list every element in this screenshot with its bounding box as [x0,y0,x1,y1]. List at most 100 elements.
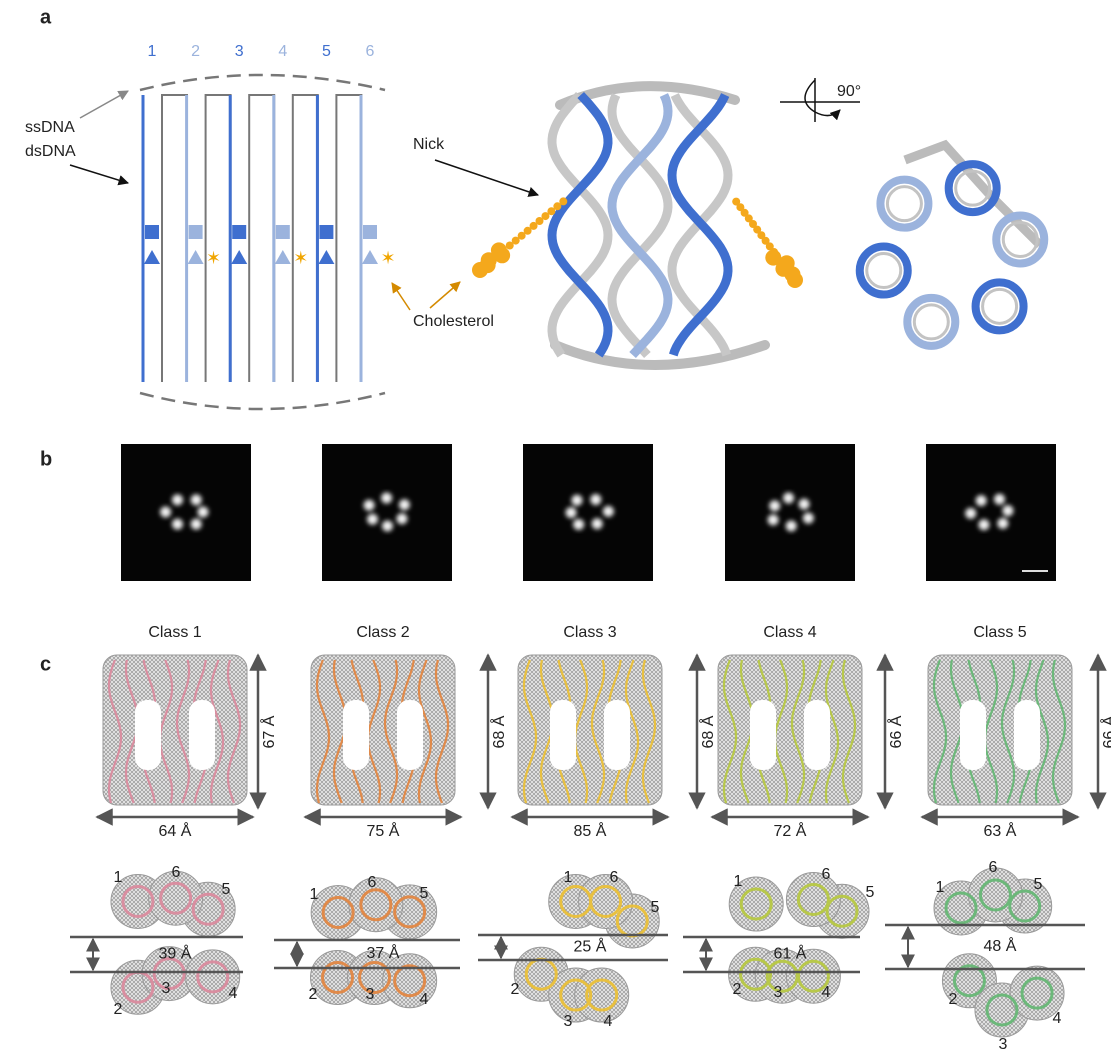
helix-density [148,870,204,926]
helix-ribbon [121,884,155,918]
particle [160,494,209,530]
helix-label: 3 [162,980,171,997]
helix-ribbon [321,961,354,994]
width-label: 63 Å [984,821,1017,840]
density-spot [573,518,585,530]
gap-label: 39 Å [159,944,192,963]
helix-label: 1 [114,869,123,886]
class-name: Class 4 [763,624,816,641]
cholesterol [523,226,532,235]
helix-density [348,877,404,933]
helix-label: 2 [114,1001,123,1018]
helix-label: 6 [368,874,377,891]
tube [667,93,733,357]
helix-ribbon [559,978,593,1012]
density-spot [396,513,408,525]
helix-ring [971,278,1028,335]
class-name: Class 1 [148,624,201,641]
helix-ring [944,160,1001,217]
helix-label: 5 [1034,876,1043,893]
star: ✶ [206,248,221,268]
rotation-arrow [804,79,841,121]
density-spot [1002,505,1014,517]
density-spot [602,505,614,517]
cholesterol [761,236,770,245]
helix-ribbon [796,959,830,993]
density-map [310,654,456,806]
density-map [517,654,663,806]
helix-label: 5 [651,899,660,916]
channel [804,700,830,770]
helix-density [185,949,241,1005]
width-label: 85 Å [574,821,607,840]
class-average [523,444,653,581]
gap-label: 61 Å [774,944,807,963]
cholesterol [559,197,568,206]
cholesterol [517,231,526,240]
density-spot [978,519,990,531]
channel [397,700,423,770]
density-map [102,654,248,806]
channel [550,700,576,770]
helix-ribbon [393,964,427,998]
density-spot [190,494,202,506]
ribbon [722,659,738,804]
arrow [429,281,461,309]
density-spot [197,506,209,518]
helix-label: 2 [309,986,318,1003]
cholesterol [529,221,538,230]
cholesterol [749,220,757,228]
ribbon [641,659,657,804]
helix-label: 5 [222,881,231,898]
helix-ring [981,287,1019,325]
star: ✶ [293,248,308,268]
channel [750,700,776,770]
tube [547,91,613,358]
arrow [391,282,411,311]
ribbon [932,659,948,804]
helix-label: 4 [822,984,831,1001]
label: Nick [413,136,445,153]
helix-label: 2 [733,981,742,998]
ribbon [1034,659,1050,804]
density-spot [571,494,583,506]
density-spot [785,520,797,532]
helix-ribbon [358,961,392,994]
cholesterol [778,255,795,272]
channel [604,700,630,770]
helix-ribbon [196,960,230,994]
channel [343,700,369,770]
channel [960,700,986,770]
helix-label: 5 [322,43,331,60]
helix-ring [903,293,960,350]
nick-marker [319,225,334,239]
triangle [187,250,204,264]
helix-ring [1001,220,1039,258]
ribbon [1000,659,1016,804]
nick-marker [363,225,377,239]
density-spot [363,499,375,511]
particle [965,493,1014,531]
arrow [69,164,130,186]
helix-label: 3 [564,1013,573,1030]
helix-ribbon [825,894,859,928]
channel [1014,700,1040,770]
cholesterol [740,208,749,217]
helix-ribbon [796,883,830,916]
density-spot [381,492,393,504]
helix-ring [865,252,903,290]
helix-label: 5 [420,885,429,902]
helix-ribbon [191,892,225,926]
helix-label: 1 [936,879,945,896]
ribbon [434,659,450,804]
ribbon [383,659,399,804]
class-average [926,444,1056,581]
density-spot [783,492,795,504]
loop [248,94,276,382]
helix-label: 2 [511,981,520,998]
helix-density [728,876,784,932]
gap-label: 25 Å [574,937,607,956]
cholesterol [732,197,741,206]
density-map [927,654,1073,806]
panel-label: b [40,448,52,470]
